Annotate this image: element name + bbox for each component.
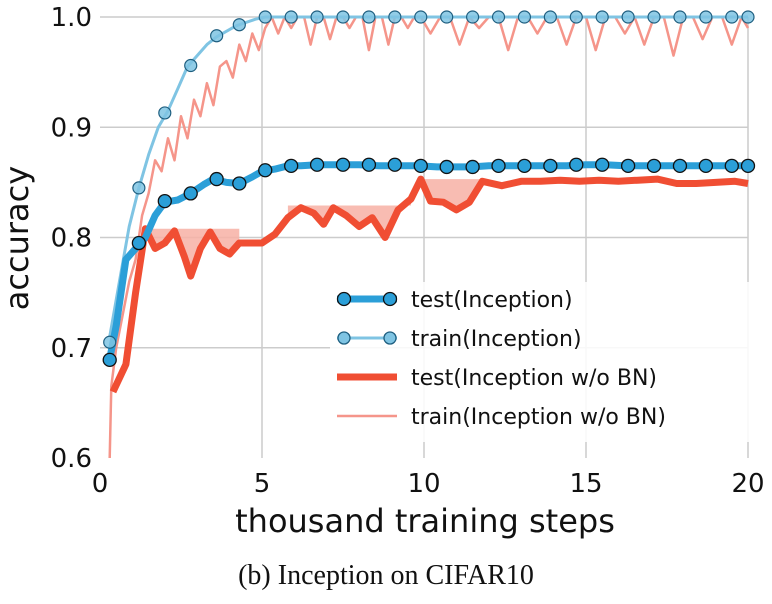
legend: test(Inception) train(Inception) test(Ince… xyxy=(330,282,750,442)
train-inception-point xyxy=(258,10,272,24)
train-inception-point xyxy=(336,10,350,24)
test-inception-point xyxy=(646,158,662,173)
x-tick-label: 20 xyxy=(731,469,764,499)
test-inception-point xyxy=(361,157,377,172)
accuracy-chart: 0 5 10 15 20 0.6 0.7 0.8 0.9 1.0 thousand trainin… xyxy=(0,3,765,540)
y-tick-label: 0.6 xyxy=(51,444,92,474)
test-inception-point xyxy=(284,158,299,173)
test-inception-point xyxy=(232,176,247,191)
train-inception-point xyxy=(132,181,146,195)
train-inception-point xyxy=(210,29,224,43)
test-inception-point xyxy=(258,163,273,178)
y-tick-label: 0.7 xyxy=(51,334,92,364)
train-inception-point xyxy=(621,10,635,24)
train-inception-point xyxy=(103,335,117,349)
test-inception-point xyxy=(131,235,147,251)
train-inception-point xyxy=(184,58,198,73)
test-inception-point xyxy=(413,158,428,173)
train-inception-point xyxy=(158,106,172,120)
train-inception-point xyxy=(517,10,532,24)
train-inception-point xyxy=(595,10,609,24)
train-inception-point xyxy=(569,10,583,24)
legend-marker xyxy=(382,291,398,307)
series-train-inception-wo-bn xyxy=(108,15,750,459)
test-inception-point xyxy=(183,186,198,201)
test-inception-point xyxy=(620,158,636,173)
train-inception-point xyxy=(388,10,402,24)
x-tick-label: 0 xyxy=(92,469,109,499)
train-inception-point xyxy=(466,10,480,24)
train-inception-point xyxy=(310,10,324,24)
test-inception-point xyxy=(157,193,172,209)
series-test-inception-wo-bn xyxy=(109,175,749,394)
legend-marker xyxy=(383,331,397,345)
legend-label: train(Inception) xyxy=(411,327,582,352)
train-inception-point xyxy=(699,10,713,24)
legend-label: test(Inception w/o BN) xyxy=(411,366,657,391)
train-inception-point xyxy=(440,10,454,24)
test-inception-point xyxy=(595,157,610,172)
test-inception-point xyxy=(491,158,506,173)
test-inception-point xyxy=(740,158,756,173)
y-axis-label: accuracy xyxy=(0,166,36,310)
x-tick-label: 15 xyxy=(569,469,602,499)
test-inception-point xyxy=(465,159,480,175)
test-inception-point xyxy=(309,157,325,172)
train-inception-point xyxy=(725,10,739,24)
test-inception-point xyxy=(569,157,584,172)
test-inception-point xyxy=(209,171,224,187)
y-tick-label: 0.8 xyxy=(51,224,92,254)
y-tick-label: 0.9 xyxy=(51,113,92,143)
tick-labels: 0 5 10 15 20 0.6 0.7 0.8 0.9 1.0 xyxy=(51,3,765,499)
test-inception-point xyxy=(543,158,558,173)
test-inception-point xyxy=(387,157,402,172)
train-inception-point xyxy=(491,10,506,24)
test-inception-point xyxy=(517,158,532,173)
train-inception-point xyxy=(284,10,298,24)
legend-marker xyxy=(337,331,351,345)
train-inception-point xyxy=(362,10,376,24)
train-inception-point xyxy=(647,10,661,24)
train-inception-point xyxy=(232,18,246,32)
series-markers xyxy=(102,10,756,368)
x-tick-label: 10 xyxy=(407,469,440,499)
test-inception-point xyxy=(672,158,688,173)
train-inception-point xyxy=(673,10,687,24)
figure-caption: (b) Inception on CIFAR10 xyxy=(238,560,534,591)
test-inception-point xyxy=(335,157,351,172)
train-inception-point xyxy=(414,10,428,24)
train-inception-point xyxy=(543,10,557,24)
legend-marker xyxy=(336,291,352,307)
test-inception-point xyxy=(102,352,117,368)
y-tick-label: 1.0 xyxy=(51,3,92,33)
legend-label: train(Inception w/o BN) xyxy=(411,405,666,430)
x-tick-label: 5 xyxy=(254,469,271,499)
legend-label: test(Inception) xyxy=(411,288,573,313)
train-inception-point xyxy=(741,10,755,24)
legend-background xyxy=(330,282,750,442)
test-inception-point xyxy=(698,158,714,173)
x-axis-label: thousand training steps xyxy=(235,502,615,540)
test-inception-point xyxy=(724,158,739,173)
test-inception-point xyxy=(439,159,454,175)
